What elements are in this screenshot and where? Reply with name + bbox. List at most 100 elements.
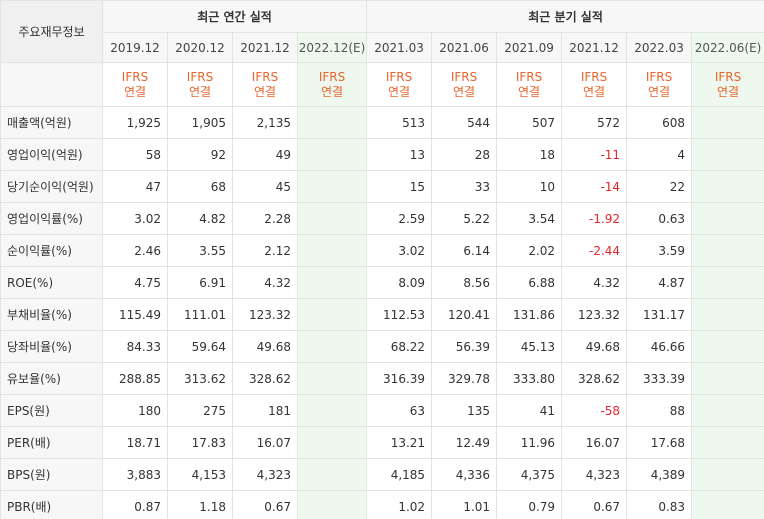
value-cell: 572 — [561, 106, 628, 139]
value-cell: 16.07 — [561, 426, 628, 459]
period-header-8: 2022.03 — [626, 32, 693, 63]
value-cell: 329.78 — [431, 362, 498, 395]
value-cell: 10 — [496, 170, 563, 203]
ifrs-row: IFRS 연결 IFRS 연결 IFRS 연결 IFRS 연결 IFRS 연결 IFRS 연결 IFRS… — [0, 62, 764, 107]
value-cell: 13 — [366, 138, 433, 171]
value-cell: 333.39 — [626, 362, 693, 395]
value-cell: 56.39 — [431, 330, 498, 363]
value-cell: 131.17 — [626, 298, 693, 331]
value-cell: 41 — [496, 394, 563, 427]
row-label: ROE(%) — [0, 266, 103, 299]
period-header-3: 2022.12(E) — [296, 32, 368, 63]
value-cell — [691, 394, 764, 427]
consolidated-label: 연결 — [123, 84, 147, 99]
value-cell — [691, 330, 764, 363]
value-cell: 131.86 — [496, 298, 563, 331]
value-cell: -2.44 — [561, 234, 628, 267]
value-cell: -11 — [561, 138, 628, 171]
value-cell: 2.59 — [366, 202, 433, 235]
value-cell: 1.01 — [431, 490, 498, 519]
value-cell: -14 — [561, 170, 628, 203]
value-cell: 13.21 — [366, 426, 433, 459]
period-header-7: 2021.12 — [561, 32, 628, 63]
value-cell: 0.87 — [102, 490, 168, 519]
value-cell: 46.66 — [626, 330, 693, 363]
value-cell: 0.67 — [561, 490, 628, 519]
value-cell: 112.53 — [366, 298, 433, 331]
value-cell: 28 — [431, 138, 498, 171]
ifrs-label: IFRS — [385, 69, 413, 84]
table-row: 영업이익(억원) 58 92 49 13 28 18 -11 4 — [0, 138, 764, 171]
ifrs-consolidated-cell: IFRS 연결 — [561, 62, 628, 107]
value-cell: 123.32 — [232, 298, 298, 331]
value-cell: 8.09 — [366, 266, 433, 299]
value-cell: 275 — [167, 394, 233, 427]
consolidated-label: 연결 — [320, 84, 344, 99]
ifrs-row-label — [0, 62, 103, 107]
value-cell — [691, 458, 764, 491]
value-cell: 4,336 — [431, 458, 498, 491]
value-cell: 513 — [366, 106, 433, 139]
value-cell — [296, 458, 368, 491]
ifrs-consolidated-cell: IFRS 연결 — [691, 62, 764, 107]
value-cell: 4.82 — [167, 202, 233, 235]
ifrs-label: IFRS — [580, 69, 608, 84]
value-cell: 1.18 — [167, 490, 233, 519]
table-row: 매출액(억원) 1,925 1,905 2,135 513 544 507 572 608 — [0, 106, 764, 139]
value-cell: 58 — [102, 138, 168, 171]
period-header-6: 2021.09 — [496, 32, 563, 63]
value-cell — [296, 490, 368, 519]
value-cell — [296, 202, 368, 235]
consolidated-label: 연결 — [388, 84, 411, 99]
value-cell — [296, 266, 368, 299]
value-cell: 59.64 — [167, 330, 233, 363]
value-cell: 135 — [431, 394, 498, 427]
value-cell: 4.32 — [561, 266, 628, 299]
value-cell — [691, 362, 764, 395]
row-label: PBR(배) — [0, 490, 103, 519]
ifrs-label: IFRS — [450, 69, 478, 84]
row-label: 유보율(%) — [0, 362, 103, 395]
period-header-9: 2022.06(E) — [691, 32, 764, 63]
value-cell: 11.96 — [496, 426, 563, 459]
value-cell: 92 — [167, 138, 233, 171]
ifrs-label: IFRS — [645, 69, 673, 84]
consolidated-label: 연결 — [518, 84, 541, 99]
ifrs-consolidated-cell: IFRS 연결 — [496, 62, 563, 107]
ifrs-consolidated-cell: IFRS 연결 — [366, 62, 433, 107]
value-cell: 45.13 — [496, 330, 563, 363]
table-row: 당기순이익(억원) 47 68 45 15 33 10 -14 22 — [0, 170, 764, 203]
value-cell: 3,883 — [102, 458, 168, 491]
value-cell: 3.02 — [366, 234, 433, 267]
value-cell: 3.54 — [496, 202, 563, 235]
value-cell — [296, 330, 368, 363]
value-cell: 18.71 — [102, 426, 168, 459]
value-cell: 120.41 — [431, 298, 498, 331]
table-row: PBR(배) 0.87 1.18 0.67 1.02 1.01 0.79 0.67 0.83 — [0, 490, 764, 519]
row-label: PER(배) — [0, 426, 103, 459]
value-cell: 4,389 — [626, 458, 693, 491]
value-cell: 88 — [626, 394, 693, 427]
value-cell: 8.56 — [431, 266, 498, 299]
value-cell: 49.68 — [561, 330, 628, 363]
value-cell — [691, 426, 764, 459]
table-row: 순이익률(%) 2.46 3.55 2.12 3.02 6.14 2.02 -2.44 3.59 — [0, 234, 764, 267]
value-cell: 3.55 — [167, 234, 233, 267]
value-cell: 3.59 — [626, 234, 693, 267]
value-cell — [691, 170, 764, 203]
value-cell: 1.02 — [366, 490, 433, 519]
annual-group-header: 최근 연간 실적 — [101, 0, 368, 33]
value-cell — [691, 202, 764, 235]
value-cell: 180 — [102, 394, 168, 427]
ifrs-label: IFRS — [251, 69, 279, 84]
ifrs-consolidated-cell: IFRS 연결 — [296, 62, 368, 107]
value-cell: 2,135 — [232, 106, 298, 139]
ifrs-consolidated-cell: IFRS 연결 — [626, 62, 693, 107]
value-cell: 4,375 — [496, 458, 563, 491]
ifrs-label: IFRS — [515, 69, 543, 84]
ifrs-consolidated-cell: IFRS 연결 — [232, 62, 298, 107]
value-cell: 0.79 — [496, 490, 563, 519]
row-label: 매출액(억원) — [0, 106, 103, 139]
table-row: 부채비율(%) 115.49 111.01 123.32 112.53 120.41 131… — [0, 298, 764, 331]
